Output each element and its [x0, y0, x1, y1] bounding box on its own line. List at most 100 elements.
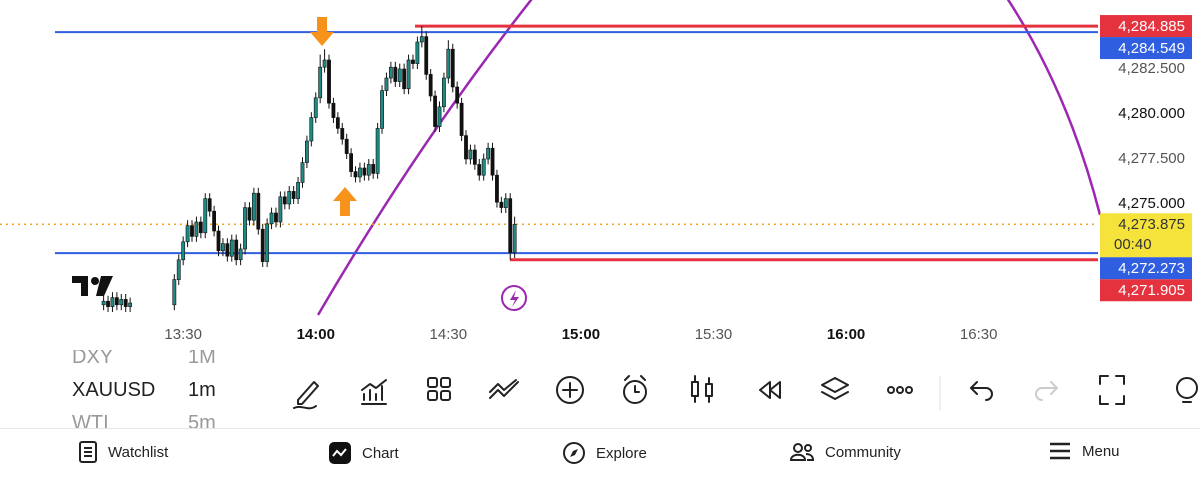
- price-label-box: [1100, 37, 1192, 60]
- tool-bar-style[interactable]: [691, 375, 713, 403]
- tool-draw[interactable]: [293, 381, 319, 410]
- tool-templates[interactable]: [427, 377, 451, 401]
- tool-compare[interactable]: [489, 379, 519, 399]
- candle-body: [446, 48, 451, 79]
- nav-watchlist[interactable]: Watchlist: [78, 441, 168, 463]
- candle-body: [490, 147, 495, 176]
- interval: 5m: [188, 412, 216, 428]
- candle-body: [198, 221, 203, 234]
- tool-redo[interactable]: [1035, 381, 1058, 401]
- candle-body: [203, 198, 208, 234]
- candle-body: [388, 66, 393, 79]
- arc-drawing: [316, 0, 533, 316]
- y-tick-label: 4,280.000: [1118, 105, 1185, 122]
- candle-body: [221, 243, 225, 252]
- logo: [72, 276, 113, 296]
- y-tick-label: 4,275.000: [1118, 195, 1185, 212]
- countdown: 00:40: [1114, 236, 1152, 253]
- interval: 1M: [188, 350, 216, 368]
- candle-body: [216, 230, 221, 252]
- symbol: DXY: [72, 350, 114, 368]
- nav-label: Watchlist: [108, 443, 169, 461]
- candle-body: [282, 196, 287, 205]
- candle-body: [251, 192, 256, 221]
- candle-body: [123, 299, 128, 307]
- price-label: 4,272.273: [1118, 260, 1185, 277]
- watchlist: DXY 1M XAUUSD 1m WTI 5m: [0, 350, 280, 428]
- tool-ideas[interactable]: [1176, 377, 1198, 403]
- candle-body: [397, 68, 402, 82]
- candle-body: [305, 140, 309, 163]
- tool-replay[interactable]: [759, 381, 781, 399]
- candle-body: [313, 97, 318, 118]
- candle-body: [415, 41, 420, 64]
- candle-body: [234, 239, 239, 261]
- nav-menu[interactable]: Menu: [1048, 441, 1120, 461]
- watchlist-row[interactable]: XAUUSD 1m: [72, 379, 216, 402]
- candle-body: [190, 225, 194, 237]
- candle-body: [256, 192, 261, 230]
- candle-body: [499, 201, 504, 208]
- candle-body: [472, 149, 477, 165]
- last-price-box: [1100, 213, 1192, 258]
- candle-body: [212, 210, 217, 232]
- y-tick-label: 4,277.500: [1118, 150, 1185, 167]
- candle-body: [265, 223, 270, 262]
- y-tick-label: 4,282.500: [1118, 60, 1185, 77]
- price-label-box: [1100, 279, 1192, 302]
- nav-chart[interactable]: Chart: [328, 441, 399, 465]
- tool-layers[interactable]: [821, 377, 849, 400]
- interval: 1m: [188, 379, 216, 401]
- tool-indicators[interactable]: [361, 379, 387, 405]
- last-price-label: 4,273.875: [1118, 216, 1185, 233]
- x-tick-label: 13:30: [164, 326, 202, 343]
- candle-body: [243, 207, 247, 250]
- symbol: WTI: [72, 412, 109, 428]
- candle-body: [327, 59, 331, 104]
- candle-body: [433, 95, 437, 127]
- candle-body: [309, 117, 314, 142]
- candle-body: [238, 248, 243, 261]
- watchlist-row[interactable]: DXY 1M: [72, 350, 216, 369]
- nav-label: Explore: [596, 444, 647, 462]
- candle-body: [269, 212, 274, 225]
- toolbar: [293, 375, 1198, 411]
- candle-body: [481, 158, 486, 176]
- candle-body: [442, 77, 446, 108]
- candle-body: [344, 138, 349, 154]
- arrow-down: [310, 17, 334, 46]
- x-tick-label: 16:30: [960, 326, 998, 343]
- candle-body: [419, 36, 424, 43]
- candle-body: [331, 102, 336, 118]
- icon: [1050, 442, 1070, 460]
- candle-body: [362, 167, 367, 176]
- nav-community[interactable]: Community: [789, 441, 901, 463]
- candle-body: [455, 86, 460, 104]
- x-tick-label: 15:30: [695, 326, 733, 343]
- candle-body: [384, 77, 389, 91]
- candle-body: [172, 279, 177, 306]
- icon: [563, 442, 585, 464]
- candle-body: [247, 207, 252, 221]
- tool-more[interactable]: [887, 386, 913, 394]
- candle-body: [185, 225, 190, 243]
- icon: [329, 442, 351, 464]
- tool-undo[interactable]: [970, 381, 993, 401]
- candle-body: [380, 90, 384, 129]
- nav-label: Chart: [362, 444, 399, 462]
- alert-icon: [501, 285, 527, 311]
- price-label: 4,271.905: [1118, 282, 1185, 299]
- x-tick-label: 16:00: [827, 326, 865, 343]
- nav-explore[interactable]: Explore: [562, 441, 647, 465]
- watchlist-row[interactable]: WTI 5m: [72, 412, 216, 428]
- candle-body: [508, 198, 513, 253]
- tool-alert[interactable]: [623, 375, 647, 404]
- arc-drawing: [1006, 0, 1102, 216]
- tool-add[interactable]: [556, 376, 584, 404]
- candle-body: [406, 59, 411, 90]
- candle-body: [464, 135, 468, 160]
- candle-body: [375, 128, 380, 174]
- x-tick-label: 14:00: [297, 326, 335, 343]
- tool-fullscreen[interactable]: [1099, 375, 1125, 405]
- candle-body: [340, 128, 345, 140]
